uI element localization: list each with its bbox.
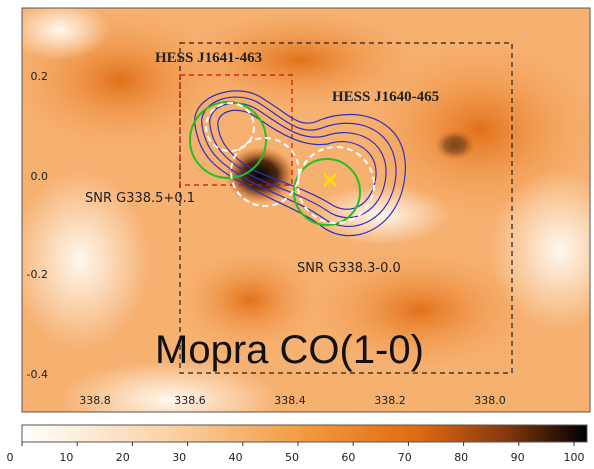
colorbar-tick-label: 0 xyxy=(7,451,14,464)
colorbar-tick-label: 70 xyxy=(398,451,412,464)
colorbar-tick-label: 90 xyxy=(511,451,525,464)
y-tick-label: -0.4 xyxy=(27,368,48,381)
co-map xyxy=(10,0,594,440)
x-tick-label: 338.8 xyxy=(79,394,111,407)
tracer-label: Mopra CO(1-0) xyxy=(155,328,424,372)
colorbar-tick-label: 50 xyxy=(285,451,299,464)
source-label: HESS J1640-465 xyxy=(332,89,439,105)
y-tick-label: -0.2 xyxy=(27,268,48,281)
y-tick-label: 0.2 xyxy=(31,70,49,83)
colorbar-tick-label: 80 xyxy=(454,451,468,464)
colorbar-tick-label: 20 xyxy=(116,451,130,464)
colorbar-tick-label: 30 xyxy=(172,451,186,464)
colorbar-tick-label: 40 xyxy=(229,451,243,464)
colorbar-tick-label: 10 xyxy=(59,451,73,464)
source-label: HESS J1641-463 xyxy=(155,50,262,66)
colorbar-tick-label: 60 xyxy=(341,451,355,464)
x-tick-label: 338.2 xyxy=(374,394,406,407)
x-tick-label: 338.0 xyxy=(474,394,506,407)
x-tick-label: 338.6 xyxy=(174,394,206,407)
colorbar-tick-label: 100 xyxy=(564,451,585,464)
x-tick-label: 338.4 xyxy=(274,394,306,407)
snr-label: SNR G338.3-0.0 xyxy=(297,261,401,276)
figure: HESS J1641-463 HESS J1640-465 SNR G338.5… xyxy=(0,0,594,465)
colorbar xyxy=(22,425,587,442)
snr-label: SNR G338.5+0.1 xyxy=(85,191,195,206)
y-tick-label: 0.0 xyxy=(31,170,49,183)
